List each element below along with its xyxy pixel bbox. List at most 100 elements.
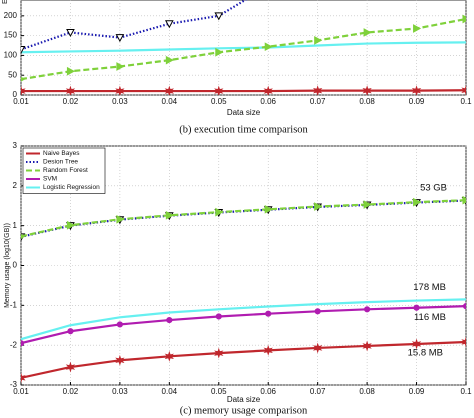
- marker: [413, 197, 422, 207]
- legend-label: Random Forest: [43, 167, 88, 174]
- marker: [461, 336, 466, 348]
- x-axis-label: Data size: [227, 395, 261, 404]
- marker: [115, 85, 125, 95]
- series-line: [21, 199, 466, 238]
- marker: [164, 85, 175, 95]
- marker: [462, 303, 466, 310]
- marker: [214, 347, 224, 359]
- x-tick-label: 0.02: [63, 97, 79, 106]
- marker: [65, 85, 76, 95]
- marker: [116, 321, 123, 328]
- y-tick-label: 0: [13, 261, 18, 270]
- x-tick-label: 0.04: [162, 387, 178, 396]
- marker: [65, 361, 76, 373]
- x-tick-label: 0.05: [211, 387, 227, 396]
- y-tick-label: 0: [13, 90, 18, 99]
- legend-label: Desion Tree: [43, 159, 78, 166]
- marker: [164, 20, 174, 29]
- marker: [166, 316, 173, 324]
- marker: [364, 306, 371, 313]
- x-tick-label: 0.07: [310, 97, 326, 106]
- legend-label: Naive Bayes: [43, 150, 80, 157]
- marker: [115, 34, 125, 43]
- x-tick-label: 0.06: [260, 97, 276, 106]
- marker: [312, 85, 323, 95]
- x-tick-label: 0.03: [112, 97, 128, 106]
- marker: [264, 204, 273, 214]
- y-tick-label: 200: [4, 11, 18, 20]
- x-tick-label: 0.02: [63, 387, 79, 396]
- marker: [363, 200, 372, 209]
- marker: [215, 313, 222, 320]
- marker: [115, 354, 125, 366]
- annotation: 53 GB: [420, 182, 447, 193]
- series-line: [21, 17, 466, 81]
- marker: [362, 85, 372, 95]
- x-tick-label: 0.05: [211, 97, 227, 106]
- x-tick-label: 0.09: [409, 97, 425, 106]
- marker: [413, 304, 420, 311]
- marker: [21, 45, 26, 55]
- marker: [314, 36, 323, 45]
- y-tick-label: -3: [10, 380, 18, 389]
- series-line: [21, 340, 466, 379]
- marker: [462, 14, 466, 24]
- series-group: [21, 0, 466, 95]
- series-line: [21, 89, 466, 93]
- marker: [214, 12, 224, 21]
- marker: [413, 24, 422, 33]
- marker: [264, 42, 273, 52]
- y-tick-label: 2: [13, 181, 18, 190]
- y-tick-label: 100: [4, 51, 18, 60]
- x-tick-label: 0.04: [162, 97, 178, 106]
- marker: [312, 342, 323, 354]
- marker: [165, 210, 174, 220]
- annotation: 178 MB: [413, 282, 446, 293]
- y-axis-label: Memory usage (log10(GB)): [4, 223, 11, 308]
- marker: [66, 220, 75, 230]
- series-line: [21, 298, 466, 341]
- annotation: 116 MB: [414, 312, 446, 323]
- caption: (c) memory usage comparison: [180, 405, 308, 416]
- series-group: [21, 195, 466, 384]
- marker: [164, 350, 175, 362]
- marker: [411, 85, 422, 95]
- x-tick-label: 0.08: [359, 97, 375, 106]
- marker: [363, 28, 372, 37]
- marker: [263, 85, 273, 95]
- y-tick-label: 3: [13, 141, 18, 150]
- y-tick-label: -2: [10, 340, 18, 349]
- legend-label: Logistic Regression: [43, 184, 100, 191]
- caption: (b) execution time comparison: [179, 124, 308, 135]
- annotation: 15.8 MB: [408, 348, 443, 359]
- marker: [116, 214, 125, 224]
- marker: [215, 47, 224, 57]
- y-tick-label: -1: [10, 300, 18, 309]
- x-tick-label: 0.08: [359, 387, 375, 396]
- y-tick-label: 50: [8, 70, 17, 79]
- marker: [116, 62, 125, 71]
- y-axis-label: Execu: [2, 0, 9, 4]
- x-tick-label: 0.07: [310, 387, 326, 396]
- marker: [21, 233, 26, 239]
- marker: [462, 195, 466, 205]
- marker: [67, 328, 74, 335]
- marker: [165, 55, 174, 65]
- marker: [21, 340, 25, 347]
- series-line: [21, 41, 466, 54]
- marker: [214, 85, 224, 95]
- x-tick-label: 0.01: [13, 387, 29, 396]
- series-line: [21, 305, 466, 345]
- x-tick-label: 0.1: [460, 387, 472, 396]
- marker: [21, 76, 26, 82]
- marker: [265, 310, 272, 317]
- marker: [362, 340, 372, 352]
- marker: [21, 372, 26, 384]
- marker: [411, 338, 422, 350]
- x-axis-label: Data size: [227, 108, 261, 117]
- marker: [215, 207, 224, 217]
- x-tick-label: 0.03: [112, 387, 128, 396]
- y-tick-label: 150: [4, 31, 18, 40]
- marker: [66, 66, 75, 76]
